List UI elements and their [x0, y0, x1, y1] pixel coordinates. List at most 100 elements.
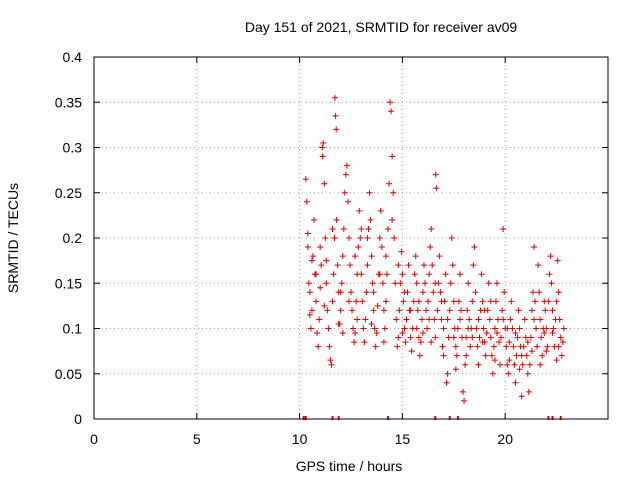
data-point: [351, 339, 358, 346]
data-point: [320, 139, 327, 146]
data-point: [497, 361, 504, 368]
data-point: [321, 302, 328, 309]
data-point: [341, 189, 348, 196]
data-point: [520, 343, 527, 350]
data-point: [555, 343, 562, 350]
data-point: [512, 379, 519, 386]
data-point: [380, 307, 387, 314]
data-point: [333, 216, 340, 223]
data-point: [491, 357, 498, 364]
data-point: [345, 235, 352, 241]
data-point: [317, 284, 324, 291]
data-point: [476, 334, 483, 341]
data-point: [376, 235, 383, 241]
data-point: [463, 334, 470, 341]
y-tick-label: 0.35: [55, 94, 82, 110]
data-point: [395, 334, 402, 341]
data-point: [350, 325, 357, 332]
data-point: [506, 339, 513, 346]
data-point: [413, 280, 420, 287]
data-point: [426, 316, 433, 323]
data-point: [503, 343, 510, 350]
data-point: [440, 325, 447, 332]
data-point: [370, 289, 377, 296]
data-point: [543, 348, 550, 355]
data-point: [401, 325, 408, 332]
data-point: [361, 339, 368, 346]
data-point: [429, 262, 436, 269]
data-point: [512, 330, 519, 337]
data-point: [360, 325, 367, 332]
data-point: [495, 316, 502, 323]
data-point: [368, 253, 375, 260]
data-point: [310, 216, 317, 223]
data-point: [493, 330, 500, 337]
data-point: [449, 262, 456, 269]
grid-lines: [94, 57, 608, 419]
axes: 0 5 10 15 20 0 0.05 0.1 0.15 0.2 0.25 0.3 0.35 0.4: [55, 49, 608, 447]
data-point: [368, 320, 375, 327]
data-point: [529, 289, 536, 296]
data-point: [334, 262, 341, 269]
y-tick-label: 0.3: [63, 140, 83, 156]
data-point: [424, 325, 431, 332]
data-point: [549, 307, 556, 314]
data-point: [519, 361, 526, 368]
data-point: [415, 298, 422, 305]
data-point: [383, 271, 390, 278]
data-point: [346, 262, 353, 269]
x-tick-label: 0: [90, 431, 98, 447]
data-point: [366, 189, 373, 196]
data-point: [317, 244, 324, 251]
data-point: [321, 180, 328, 187]
data-point: [309, 253, 316, 260]
data-point: [315, 343, 322, 350]
plot-frame: [93, 56, 609, 420]
data-point: [542, 307, 549, 314]
data-point: [438, 316, 445, 323]
y-tick-label: 0.4: [63, 49, 83, 65]
data-point: [475, 361, 482, 368]
data-point: [427, 244, 434, 251]
data-point: [428, 225, 435, 232]
data-point: [447, 280, 454, 287]
data-point: [461, 397, 468, 404]
data-point: [354, 316, 361, 323]
data-point: [452, 366, 459, 373]
data-point: [487, 298, 494, 305]
data-point: [483, 330, 490, 337]
data-point: [514, 334, 521, 341]
data-point: [367, 216, 374, 223]
x-tick-label: 10: [292, 431, 308, 447]
data-point: [369, 280, 376, 287]
data-point: [411, 271, 418, 278]
data-point: [335, 320, 342, 327]
data-point: [316, 316, 323, 323]
data-point: [466, 316, 473, 323]
data-point: [462, 361, 469, 368]
data-point: [450, 298, 457, 305]
data-point: [486, 316, 493, 323]
data-point: [444, 370, 451, 377]
data-point: [344, 198, 351, 205]
data-point: [492, 298, 499, 305]
data-point: [318, 262, 325, 269]
data-point: [358, 225, 365, 232]
data-point: [448, 235, 455, 241]
data-point: [432, 334, 439, 341]
data-point: [355, 244, 362, 251]
data-point: [386, 180, 393, 187]
data-point: [381, 325, 388, 332]
data-point: [543, 325, 550, 332]
data-point: [479, 298, 486, 305]
data-point: [544, 343, 551, 350]
data-point: [373, 330, 380, 337]
data-point: [471, 244, 478, 251]
data-point: [474, 343, 481, 350]
data-point: [331, 94, 338, 101]
data-point: [469, 334, 476, 341]
data-point: [506, 357, 513, 364]
data-point: [488, 352, 495, 359]
data-point: [438, 298, 445, 305]
data-point: [439, 343, 446, 350]
